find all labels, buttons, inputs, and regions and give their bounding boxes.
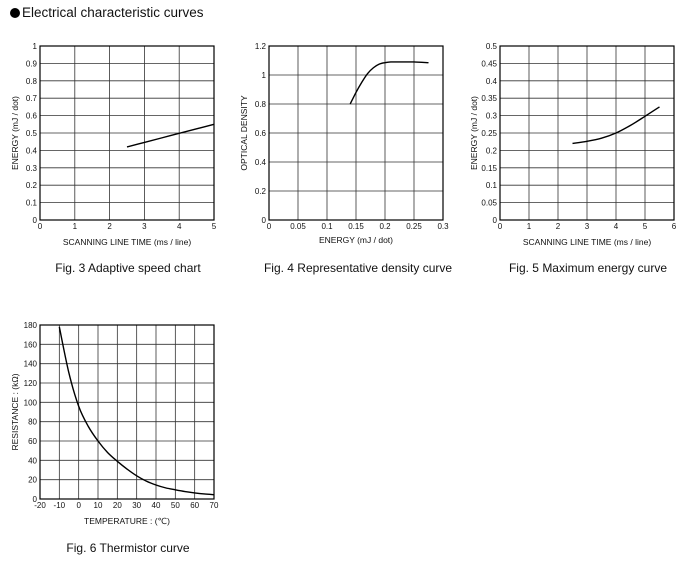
y-tick-label: 20: [28, 476, 37, 485]
y-tick-label: 0.3: [486, 112, 498, 121]
y-tick-label: 0.2: [486, 146, 498, 155]
y-tick-label: 0.9: [26, 59, 38, 68]
x-tick-label: 50: [171, 501, 180, 510]
plot-frame: [39, 324, 215, 500]
bullet-icon: [10, 7, 20, 18]
series-line: [58, 326, 215, 496]
y-tick-label: 1: [262, 71, 267, 80]
y-tick-label: 0.05: [481, 199, 497, 208]
x-tick-label: 3: [585, 222, 590, 231]
y-tick-label: 0.45: [481, 59, 497, 68]
y-tick-label: 0.3: [26, 164, 38, 173]
y-tick-label: 0.4: [26, 146, 38, 155]
x-tick-label: 60: [190, 501, 199, 510]
y-axis-label: RESISTANCE : (kΩ): [10, 373, 20, 450]
y-tick-label: 0.15: [481, 164, 497, 173]
y-tick-label: 120: [24, 379, 38, 388]
y-tick-label: 0.2: [26, 181, 38, 190]
chart-caption: Fig. 3 Adaptive speed chart: [55, 261, 201, 275]
y-tick-label: 0.6: [255, 129, 267, 138]
x-tick-label: 5: [212, 222, 217, 231]
x-tick-label: 40: [152, 501, 161, 510]
x-tick-label: 4: [614, 222, 619, 231]
x-tick-label: 0.15: [348, 222, 364, 231]
chart-caption: Fig. 4 Representative density curve: [264, 261, 452, 275]
y-tick-label: 0: [493, 216, 498, 225]
x-tick-label: 2: [556, 222, 561, 231]
y-tick-label: 0.5: [486, 42, 498, 51]
chart-caption: Fig. 5 Maximum energy curve: [509, 261, 667, 275]
x-tick-label: 1: [73, 222, 78, 231]
y-tick-label: 0.4: [486, 77, 498, 86]
section-heading: Electrical characteristic curves: [10, 5, 204, 20]
y-tick-label: 0.1: [486, 181, 498, 190]
y-tick-label: 0.6: [26, 112, 38, 121]
y-tick-label: 0.35: [481, 94, 497, 103]
y-tick-label: 1: [33, 42, 38, 51]
plot-frame: [39, 45, 215, 221]
x-tick-label: 6: [672, 222, 677, 231]
y-tick-label: 0.5: [26, 129, 38, 138]
y-tick-label: 0.1: [26, 199, 38, 208]
y-tick-label: 60: [28, 437, 37, 446]
x-tick-label: 0.2: [379, 222, 391, 231]
y-tick-label: 0: [262, 216, 267, 225]
y-tick-label: 1.2: [255, 42, 267, 51]
plot-frame: [499, 45, 675, 221]
chart-caption: Fig. 6 Thermistor curve: [66, 541, 189, 555]
series-line: [349, 61, 429, 105]
x-tick-label: 30: [132, 501, 141, 510]
y-tick-label: 0.4: [255, 158, 267, 167]
x-tick-label: 0: [267, 222, 272, 231]
y-tick-label: 80: [28, 418, 37, 427]
x-tick-label: 0.25: [406, 222, 422, 231]
x-tick-label: 5: [643, 222, 648, 231]
plot-frame: [268, 45, 444, 221]
y-tick-label: 0.2: [255, 187, 267, 196]
x-tick-label: -20: [34, 501, 46, 510]
x-tick-label: 0: [498, 222, 503, 231]
y-tick-label: 0.25: [481, 129, 497, 138]
x-tick-label: 4: [177, 222, 182, 231]
series-line: [572, 106, 660, 145]
y-tick-label: 140: [24, 360, 38, 369]
y-tick-label: 0.8: [255, 100, 267, 109]
x-tick-label: 20: [113, 501, 122, 510]
x-axis-label: SCANNING LINE TIME (ms / line): [523, 237, 651, 247]
x-tick-label: 0.05: [290, 222, 306, 231]
x-tick-label: 3: [142, 222, 147, 231]
x-axis-label: TEMPERATURE : (℃): [84, 516, 170, 526]
y-tick-label: 0.7: [26, 94, 38, 103]
x-tick-label: 70: [210, 501, 219, 510]
y-tick-label: 40: [28, 456, 37, 465]
y-tick-label: 160: [24, 340, 38, 349]
y-axis-label: ENERGY (mJ / dot): [10, 96, 20, 170]
x-axis-label: SCANNING LINE TIME (ms / line): [63, 237, 191, 247]
x-tick-label: 1: [527, 222, 532, 231]
section-title: Electrical characteristic curves: [22, 5, 204, 20]
x-tick-label: 0: [38, 222, 43, 231]
y-tick-label: 100: [24, 398, 38, 407]
x-tick-label: 2: [107, 222, 112, 231]
x-tick-label: 10: [94, 501, 103, 510]
x-tick-label: 0.1: [321, 222, 333, 231]
y-tick-label: 180: [24, 321, 38, 330]
x-tick-label: 0: [76, 501, 81, 510]
y-tick-label: 0.8: [26, 77, 38, 86]
y-axis-label: ENERGY (mJ / dot): [469, 96, 479, 170]
x-tick-label: -10: [54, 501, 66, 510]
y-axis-label: OPTICAL DENSITY: [239, 95, 249, 171]
x-tick-label: 0.3: [437, 222, 449, 231]
x-axis-label: ENERGY (mJ / dot): [319, 235, 393, 245]
series-line: [126, 123, 215, 148]
y-tick-label: 0: [33, 495, 38, 504]
y-tick-label: 0: [33, 216, 38, 225]
